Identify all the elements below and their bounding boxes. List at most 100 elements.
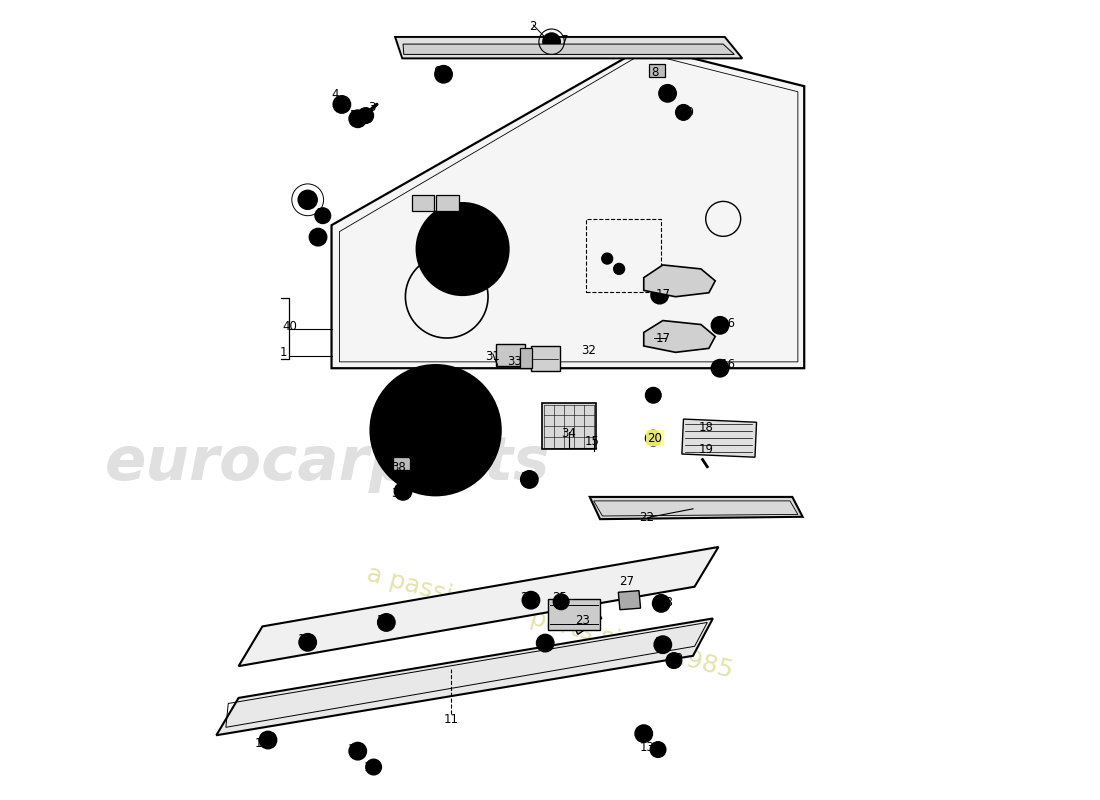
Text: 28: 28 [659, 596, 673, 609]
Text: 32: 32 [581, 344, 595, 358]
Text: 12: 12 [364, 761, 378, 774]
Circle shape [394, 482, 411, 500]
Circle shape [377, 614, 395, 631]
Text: 20: 20 [648, 432, 662, 445]
Text: 14: 14 [298, 634, 312, 646]
Circle shape [260, 731, 277, 749]
Circle shape [614, 263, 625, 274]
Text: 40: 40 [282, 321, 297, 334]
Circle shape [537, 634, 554, 652]
Circle shape [712, 317, 729, 334]
Circle shape [651, 330, 669, 346]
Text: 22: 22 [639, 511, 654, 524]
Bar [393, 457, 410, 470]
Text: 38: 38 [390, 461, 406, 474]
Text: 15: 15 [585, 435, 600, 448]
Polygon shape [644, 321, 715, 352]
Text: 13: 13 [639, 742, 654, 754]
Circle shape [370, 763, 377, 770]
Circle shape [298, 190, 317, 210]
Text: 39: 39 [376, 419, 390, 432]
Polygon shape [682, 419, 757, 457]
Circle shape [315, 208, 331, 224]
Text: 19: 19 [698, 442, 713, 456]
Text: 23: 23 [575, 614, 590, 627]
Circle shape [333, 96, 351, 114]
Circle shape [654, 636, 672, 654]
Text: 33: 33 [508, 355, 522, 368]
Circle shape [319, 212, 327, 219]
Text: 30: 30 [654, 636, 670, 649]
Circle shape [349, 110, 366, 127]
Circle shape [299, 634, 317, 651]
Circle shape [654, 746, 661, 753]
Circle shape [358, 108, 374, 123]
Text: 29: 29 [668, 652, 683, 665]
Text: 20: 20 [648, 432, 662, 445]
Text: 41: 41 [312, 207, 328, 220]
Polygon shape [618, 590, 640, 610]
Circle shape [397, 392, 474, 468]
Bar [586, 219, 661, 292]
Circle shape [434, 66, 452, 83]
Text: 16: 16 [720, 318, 736, 330]
Circle shape [651, 286, 669, 304]
Text: a passion for parts since 1985: a passion for parts since 1985 [364, 562, 736, 683]
Circle shape [418, 413, 453, 448]
Circle shape [382, 376, 490, 484]
Circle shape [602, 253, 613, 264]
Circle shape [670, 657, 678, 664]
Polygon shape [395, 37, 742, 58]
Circle shape [365, 759, 382, 775]
Text: 37: 37 [480, 403, 495, 416]
Text: 21: 21 [376, 614, 390, 627]
Circle shape [558, 598, 564, 606]
Text: 11: 11 [443, 713, 459, 726]
Circle shape [646, 430, 661, 446]
Circle shape [680, 109, 688, 116]
Polygon shape [239, 547, 718, 666]
Bar [531, 346, 560, 371]
Text: 27: 27 [619, 574, 634, 588]
Circle shape [650, 434, 657, 442]
Text: 36: 36 [390, 487, 406, 500]
Circle shape [378, 417, 396, 434]
Text: 18: 18 [698, 422, 713, 434]
Circle shape [652, 594, 670, 612]
Circle shape [543, 33, 560, 50]
Text: 2: 2 [529, 20, 537, 33]
Circle shape [309, 229, 327, 246]
Text: 35: 35 [520, 471, 535, 484]
Text: 13: 13 [348, 743, 363, 756]
Circle shape [659, 85, 676, 102]
Text: 6: 6 [433, 66, 441, 78]
Text: 24: 24 [520, 590, 536, 603]
Circle shape [675, 105, 692, 120]
Text: 25: 25 [552, 590, 567, 603]
Polygon shape [403, 44, 735, 54]
Text: 14: 14 [255, 737, 270, 750]
Bar [437, 195, 459, 211]
Text: 8: 8 [651, 66, 659, 79]
Text: eurocarparts: eurocarparts [104, 434, 550, 493]
Polygon shape [590, 497, 803, 519]
Circle shape [371, 365, 500, 495]
Circle shape [646, 387, 661, 403]
Text: 26: 26 [536, 636, 551, 649]
Text: 16: 16 [720, 358, 736, 370]
Text: 4: 4 [332, 88, 339, 101]
Polygon shape [644, 265, 715, 297]
Circle shape [417, 203, 508, 295]
Text: 3: 3 [368, 101, 376, 114]
Text: 1: 1 [280, 346, 287, 359]
Text: 17: 17 [656, 288, 671, 301]
Circle shape [522, 591, 540, 609]
Circle shape [349, 742, 366, 760]
Circle shape [650, 392, 657, 399]
Text: 20: 20 [648, 390, 662, 403]
Text: 9: 9 [663, 86, 671, 98]
Polygon shape [572, 606, 602, 634]
Text: 17: 17 [656, 331, 671, 345]
Text: 42: 42 [298, 191, 312, 204]
Circle shape [520, 470, 538, 488]
